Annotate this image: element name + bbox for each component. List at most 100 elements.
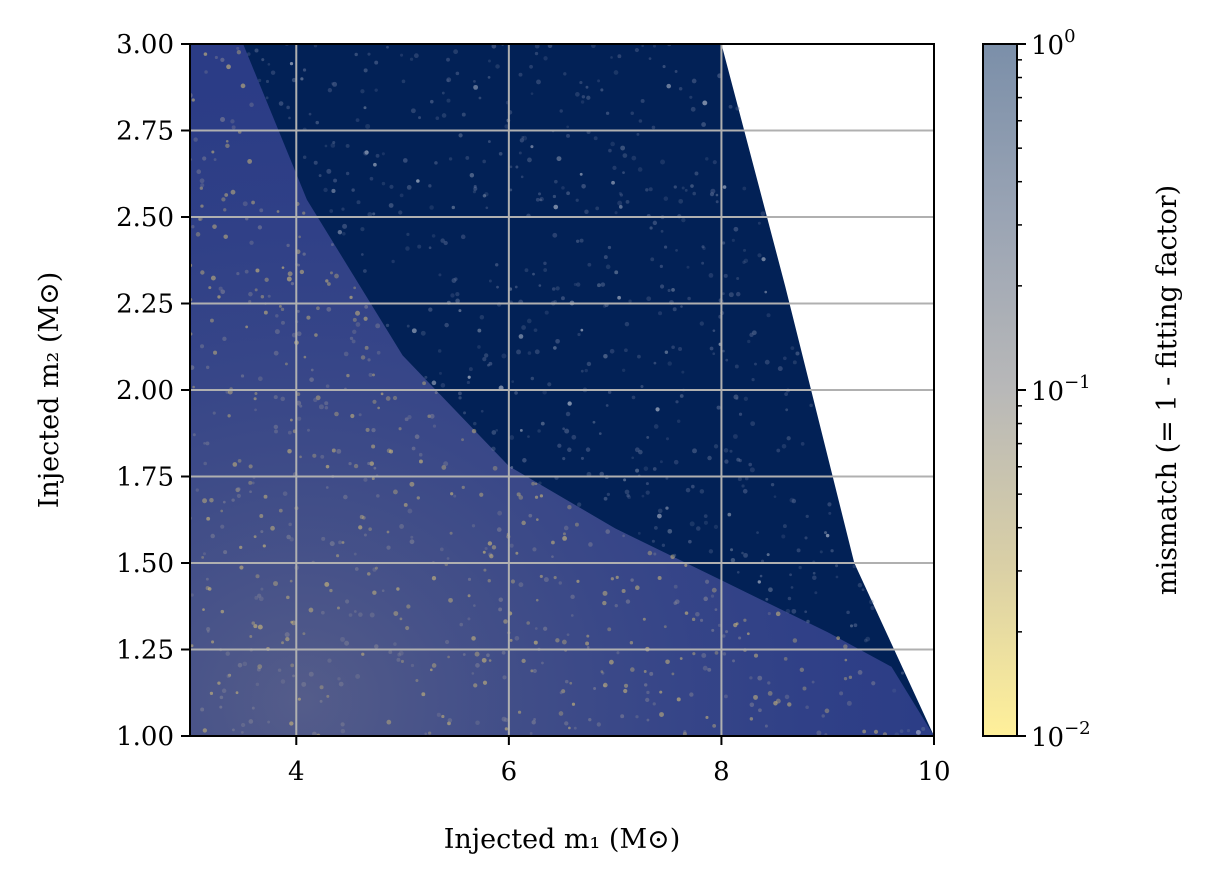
scatter-point — [222, 500, 226, 504]
scatter-point — [785, 408, 789, 412]
scatter-point — [265, 79, 270, 83]
scatter-point — [260, 295, 265, 299]
scatter-point — [605, 529, 611, 534]
scatter-point — [756, 531, 759, 535]
scatter-point — [646, 296, 652, 302]
scatter-point — [527, 157, 532, 163]
scatter-point — [738, 458, 742, 463]
scatter-point — [375, 153, 380, 158]
scatter-point — [440, 238, 445, 243]
scatter-point — [192, 433, 196, 437]
scatter-point — [617, 200, 623, 206]
scatter-point — [341, 207, 345, 211]
scatter-point — [211, 640, 215, 644]
x-axis-ticks: 4 6 8 10 — [288, 736, 951, 787]
x-tick-label: 6 — [501, 757, 518, 787]
scatter-point — [536, 518, 539, 521]
scatter-point — [487, 579, 491, 583]
scatter-point — [792, 360, 797, 365]
scatter-point — [231, 125, 236, 130]
scatter-point — [701, 653, 707, 658]
scatter-point — [600, 670, 604, 673]
y-tick-label: 1.00 — [116, 722, 174, 752]
scatter-point — [731, 238, 735, 242]
scatter-point — [327, 87, 333, 93]
scatter-point — [723, 273, 728, 278]
scatter-point — [613, 70, 619, 75]
scatter-point — [695, 526, 701, 531]
scatter-point — [722, 185, 727, 189]
scatter-point — [722, 292, 725, 296]
scatter-point — [288, 522, 292, 527]
scatter-point — [287, 449, 292, 454]
scatter-point — [784, 694, 790, 700]
scatter-point — [302, 211, 306, 215]
scatter-point — [624, 321, 630, 327]
scatter-point — [289, 721, 294, 726]
scatter-point — [280, 679, 286, 684]
scatter-point — [640, 98, 645, 103]
scatter-point — [353, 552, 357, 556]
scatter-point — [286, 243, 290, 248]
scatter-point — [345, 171, 350, 176]
scatter-point — [325, 464, 330, 469]
scatter-point — [371, 477, 375, 481]
scatter-point — [585, 641, 590, 646]
scatter-point — [576, 282, 581, 287]
scatter-point — [704, 579, 710, 584]
scatter-point — [610, 56, 613, 59]
scatter-point — [554, 179, 558, 184]
scatter-point — [236, 272, 240, 276]
scatter-point — [285, 636, 290, 642]
scatter-point — [538, 192, 542, 196]
scatter-point — [921, 726, 926, 731]
scatter-point — [541, 661, 544, 665]
scatter-point — [369, 612, 375, 618]
scatter-point — [236, 493, 241, 498]
scatter-point — [532, 547, 537, 552]
scatter-point — [683, 730, 687, 734]
scatter-point — [660, 159, 666, 165]
scatter-point — [676, 419, 681, 423]
scatter-point — [509, 638, 513, 642]
scatter-point — [385, 396, 391, 401]
scatter-point — [806, 619, 810, 624]
scatter-point — [533, 640, 538, 645]
scatter-point — [575, 198, 579, 202]
scatter-point — [237, 459, 242, 463]
scatter-point — [664, 350, 669, 354]
scatter-point — [671, 287, 675, 292]
scatter-point — [685, 487, 691, 493]
scatter-point — [618, 191, 622, 195]
scatter-point — [438, 273, 442, 277]
scatter-point — [314, 333, 318, 337]
scatter-point — [814, 591, 818, 595]
scatter-point — [318, 404, 324, 410]
scatter-point — [195, 232, 201, 237]
scatter-point — [580, 456, 584, 460]
scatter-point — [257, 376, 263, 382]
scatter-point — [226, 674, 231, 678]
scatter-point — [617, 295, 621, 300]
scatter-point — [563, 525, 569, 531]
scatter-point — [566, 133, 570, 138]
scatter-point — [749, 702, 755, 707]
scatter-point — [342, 223, 348, 229]
scatter-point — [302, 252, 306, 256]
scatter-point — [616, 651, 620, 655]
scatter-point — [431, 663, 437, 668]
scatter-point — [251, 200, 255, 205]
scatter-point — [728, 292, 734, 298]
scatter-point — [267, 63, 271, 66]
scatter-point — [401, 79, 406, 84]
scatter-point — [670, 554, 675, 560]
scatter-point — [330, 243, 334, 247]
scatter-point — [461, 438, 464, 442]
scatter-point — [220, 117, 226, 123]
scatter-point — [251, 706, 255, 710]
scatter-point — [461, 485, 465, 490]
scatter-point — [671, 672, 675, 676]
scatter-point — [645, 188, 649, 192]
scatter-point — [338, 540, 342, 545]
scatter-point — [766, 313, 771, 318]
